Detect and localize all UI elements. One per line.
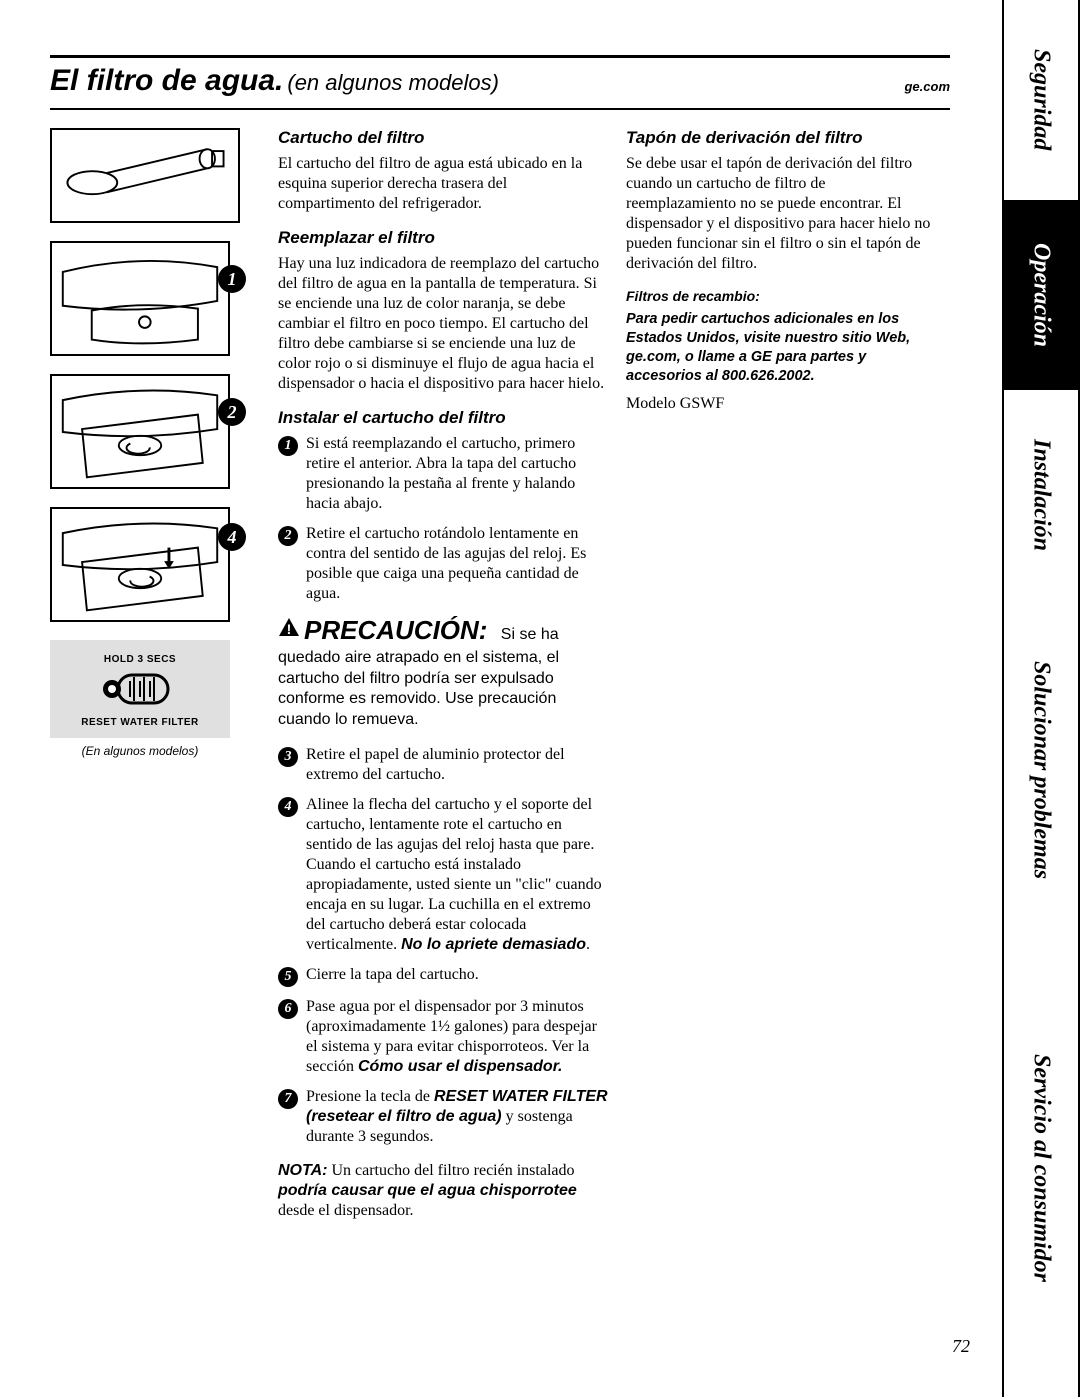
step-1-text: Si está reemplazando el cartucho, primer… bbox=[306, 434, 608, 514]
step-4: 4 Alinee la flecha del cartucho y el sop… bbox=[278, 795, 608, 955]
step-2-text: Retire el cartucho rotándolo lentamente … bbox=[306, 524, 608, 604]
heading-tapon: Tapón de derivación del filtro bbox=[626, 128, 936, 148]
heading-instalar: Instalar el cartucho del filtro bbox=[278, 408, 608, 428]
step-badge-4: 4 bbox=[218, 523, 246, 551]
title-sub: (en algunos modelos) bbox=[287, 70, 499, 95]
side-tab-3: Solucionar problemas bbox=[1002, 600, 1080, 940]
step-5-text: Cierre la tapa del cartucho. bbox=[306, 965, 479, 987]
step-3: 3 Retire el papel de aluminio protector … bbox=[278, 745, 608, 785]
side-tab-0: Seguridad bbox=[1002, 0, 1080, 200]
step-4-illustration: 4 bbox=[50, 507, 230, 622]
para-filtros: Para pedir cartuchos adicionales en los … bbox=[626, 310, 936, 385]
step-7-badge: 7 bbox=[278, 1089, 298, 1109]
side-tab-strip: SeguridadOperaciónInstalaciónSolucionar … bbox=[1002, 0, 1080, 1397]
step-7-text-a: Presione la tecla de bbox=[306, 1088, 434, 1105]
step-4-text-b: No lo apriete demasiado bbox=[401, 936, 586, 953]
filter-cartridge-illustration bbox=[50, 128, 240, 223]
nota-a: Un cartucho del filtro recién instalado bbox=[327, 1162, 574, 1179]
step-1-badge: 1 bbox=[278, 436, 298, 456]
step-2: 2 Retire el cartucho rotándolo lentament… bbox=[278, 524, 608, 604]
caution-lead: Si se ha bbox=[501, 626, 559, 643]
right-info-column: Tapón de derivación del filtro Se debe u… bbox=[626, 128, 936, 1221]
step-6-text-b: Cómo usar el dispensador. bbox=[358, 1058, 563, 1075]
step-6: 6 Pase agua por el dispensador por 3 min… bbox=[278, 997, 608, 1077]
caution-word: PRECAUCIÓN: bbox=[304, 615, 487, 645]
step-7-text: Presione la tecla de RESET WATER FILTER … bbox=[306, 1087, 608, 1147]
step-3-badge: 3 bbox=[278, 747, 298, 767]
step-4-text-a: Alinee la flecha del cartucho y el sopor… bbox=[306, 796, 602, 953]
illustration-column: 1 2 4 bbox=[50, 128, 260, 1221]
page-title-bar: El filtro de agua. (en algunos modelos) … bbox=[50, 55, 950, 110]
reset-label-text: RESET WATER FILTER bbox=[58, 717, 222, 728]
step-5-badge: 5 bbox=[278, 967, 298, 987]
step-1-illustration: 1 bbox=[50, 241, 230, 356]
side-tab-4: Servicio al consumidor bbox=[1002, 940, 1080, 1397]
para-cartucho: El cartucho del filtro de agua está ubic… bbox=[278, 154, 608, 214]
step-2-illustration: 2 bbox=[50, 374, 230, 489]
heading-cartucho: Cartucho del filtro bbox=[278, 128, 608, 148]
instructions-column: Cartucho del filtro El cartucho del filt… bbox=[278, 128, 608, 1221]
step-5: 5 Cierre la tapa del cartucho. bbox=[278, 965, 608, 987]
step-6-badge: 6 bbox=[278, 999, 298, 1019]
nota-c: desde el dispensador. bbox=[278, 1202, 414, 1219]
reset-filter-panel: HOLD 3 SECS RESET WATER FILTER bbox=[50, 640, 230, 738]
step-badge-1: 1 bbox=[218, 265, 246, 293]
caution-body: quedado aire atrapado en el sistema, el … bbox=[278, 649, 559, 728]
step-1: 1 Si está reemplazando el cartucho, prim… bbox=[278, 434, 608, 514]
nota-label: NOTA: bbox=[278, 1162, 327, 1179]
side-tab-1: Operación bbox=[1002, 200, 1080, 390]
modelo-text: Modelo GSWF bbox=[626, 395, 936, 413]
title-url: ge.com bbox=[904, 79, 950, 98]
svg-text:!: ! bbox=[287, 621, 292, 637]
step-3-text: Retire el papel de aluminio protector de… bbox=[306, 745, 608, 785]
para-tapon: Se debe usar el tapón de derivación del … bbox=[626, 154, 936, 274]
step-2-badge: 2 bbox=[278, 526, 298, 546]
para-reemplazar: Hay una luz indicadora de reemplazo del … bbox=[278, 254, 608, 394]
step-badge-2: 2 bbox=[218, 398, 246, 426]
step-4-period: . bbox=[586, 936, 590, 953]
caution-block: ! PRECAUCIÓN: Si se ha quedado aire atra… bbox=[278, 614, 608, 731]
nota-block: NOTA: Un cartucho del filtro recién inst… bbox=[278, 1161, 608, 1221]
reset-caption: (En algunos modelos) bbox=[50, 744, 230, 758]
heading-filtros: Filtros de recambio: bbox=[626, 288, 936, 304]
reset-filter-icon bbox=[100, 671, 180, 711]
page-number: 72 bbox=[952, 1336, 970, 1357]
nota-b: podría causar que el agua chisporrotee bbox=[278, 1182, 577, 1199]
step-7: 7 Presione la tecla de RESET WATER FILTE… bbox=[278, 1087, 608, 1147]
step-4-text: Alinee la flecha del cartucho y el sopor… bbox=[306, 795, 608, 955]
title-main: El filtro de agua. bbox=[50, 64, 283, 97]
side-tab-2: Instalación bbox=[1002, 390, 1080, 600]
heading-reemplazar: Reemplazar el filtro bbox=[278, 228, 608, 248]
warning-triangle-icon: ! bbox=[278, 617, 300, 644]
step-4-badge: 4 bbox=[278, 797, 298, 817]
reset-hold-text: HOLD 3 SECS bbox=[58, 654, 222, 665]
page-title: El filtro de agua. (en algunos modelos) bbox=[50, 64, 499, 98]
step-6-text: Pase agua por el dispensador por 3 minut… bbox=[306, 997, 608, 1077]
